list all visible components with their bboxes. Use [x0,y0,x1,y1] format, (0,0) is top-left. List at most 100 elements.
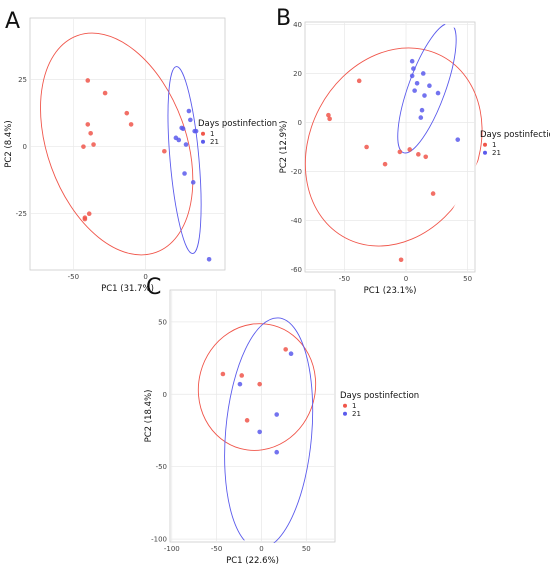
data-point-day-1 [81,144,86,149]
data-point-day-21 [180,126,186,132]
data-point-day-21 [186,108,192,114]
x-tick-label: 0 [143,273,147,281]
legend-title: Days postinfection [480,130,550,140]
data-point-day-21 [409,73,415,79]
legend-marker-1 [483,142,487,147]
data-point-day-1 [244,418,250,423]
data-point-day-21 [176,137,182,143]
data-point-day-21 [274,449,280,455]
data-point-day-1 [86,211,92,217]
x-tick-label: 50 [302,545,311,553]
legend-label-21: 21 [210,138,219,146]
data-point-day-1 [430,191,436,196]
data-point-day-1 [162,148,167,154]
y-tick-label: 0 [23,143,27,151]
legend-label-21: 21 [352,410,361,418]
plot-area-b [304,21,476,273]
x-tick-label: -50 [68,273,79,281]
data-point-day-1 [102,90,108,96]
legend-marker-1 [343,403,347,408]
x-tick-label: -100 [164,545,180,553]
legend-label-1: 1 [492,141,496,149]
data-point-day-21 [455,137,461,142]
data-point-day-21 [188,117,193,123]
x-tick-label: -50 [211,545,222,553]
x-axis-label: PC1 (22.6%) [226,556,279,565]
data-point-day-21 [193,128,199,134]
data-point-day-21 [182,171,187,176]
panel-b: B -50 0 50 -60 -40 -20 0 20 40 PC1 (23.1%) PC2 (12.… [276,6,550,296]
confidence-ellipse-1 [197,323,317,451]
x-tick-label: 0 [259,545,263,553]
legend-label-21: 21 [492,149,501,157]
data-point-day-21 [418,115,424,120]
data-point-day-21 [190,180,196,185]
data-point-day-21 [427,83,432,89]
y-tick-label: -25 [16,210,27,218]
data-point-day-21 [409,58,415,64]
y-tick-label: 40 [293,21,302,29]
data-point-day-1 [326,112,331,118]
confidence-ellipse-21 [224,317,314,548]
x-axis-label: PC1 (31.7%) [101,284,154,294]
legend-label-1: 1 [210,130,214,138]
x-axis-label: PC1 (23.1%) [364,286,417,296]
y-tick-label: -20 [291,168,302,176]
legend-title: Days postinfection [340,391,419,401]
data-point-day-1 [124,110,130,116]
y-tick-label: -60 [291,266,302,274]
data-point-day-1 [239,373,245,378]
data-point-day-21 [422,93,427,98]
data-point-day-1 [423,154,429,160]
y-axis-label: PC2 (8.4%) [4,120,14,167]
data-point-day-21 [206,256,212,262]
data-point-day-1 [85,78,91,83]
y-tick-label: 25 [18,76,27,84]
data-point-day-1 [356,78,362,84]
x-tick-label: 0 [404,275,408,283]
panel-letter-b: B [276,6,291,31]
data-point-day-1 [382,161,388,167]
data-point-day-1 [397,149,403,155]
y-axis-label: PC2 (18.4%) [144,390,154,443]
confidence-ellipse-1 [40,32,194,256]
panel-letter-c: C [146,275,161,300]
data-point-day-21 [288,351,294,357]
y-tick-label: 50 [158,318,167,326]
data-point-day-21 [274,412,280,417]
legend-marker-21 [343,411,347,416]
x-tick-label: -50 [339,275,350,283]
data-point-day-1 [327,116,332,122]
data-point-day-21 [419,107,425,113]
data-point-day-21 [435,90,441,96]
data-point-day-21 [257,429,262,435]
plot-area-a [29,17,226,271]
y-tick-label: -40 [291,217,302,225]
confidence-ellipse-21 [167,66,202,255]
y-tick-label: 20 [293,70,302,78]
data-point-day-1 [416,152,421,157]
legend-marker-21 [483,150,487,155]
legend-label-1: 1 [352,402,356,410]
data-point-day-1 [398,257,404,263]
data-point-day-1 [85,122,91,127]
legend-marker-21 [201,139,205,144]
x-tick-label: 50 [463,275,472,283]
panel-a: A -50 0 -25 0 25 PC1 (31.7%) PC2 (8.4%) Days pos… [4,9,277,294]
y-tick-label: -50 [156,463,167,471]
legend-title: Days postinfection [198,119,277,129]
y-tick-label: 0 [163,391,167,399]
data-point-day-21 [183,142,189,147]
y-axis-label: PC2 (12.9%) [279,121,289,174]
data-point-day-1 [82,216,88,222]
data-point-day-1 [91,142,96,147]
panel-letter-a: A [5,9,20,34]
data-point-day-1 [128,122,134,127]
legend-marker-1 [201,131,205,136]
data-point-day-1 [407,147,413,152]
panel-c: C -100 -50 0 50 -100 -50 0 50 PC1 (22.6%) PC2 (18.… [144,275,419,565]
y-tick-label: 0 [298,119,302,127]
data-point-day-21 [414,80,420,86]
y-tick-label: -100 [151,536,167,544]
